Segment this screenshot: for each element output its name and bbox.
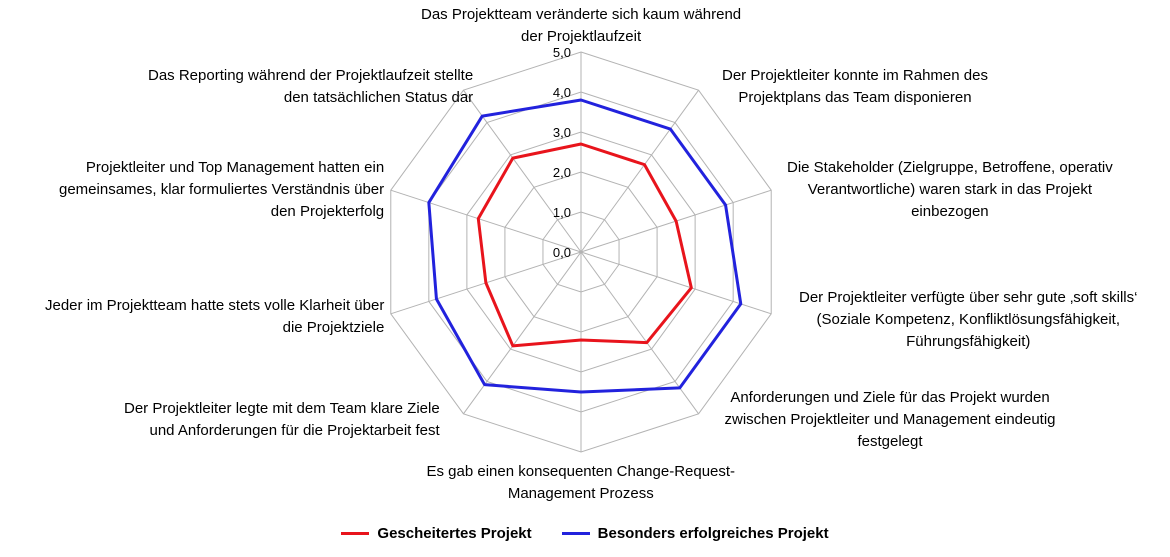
tick-label: 5,0 xyxy=(553,45,571,60)
category-label-line: den Projekterfolg xyxy=(270,203,385,220)
grid-spoke xyxy=(580,89,699,253)
legend-item-successful: Besonders erfolgreiches Projekt xyxy=(561,525,829,542)
grid-spoke xyxy=(463,251,582,415)
category-label-line: einbezogen xyxy=(911,203,989,220)
legend-swatch-failed xyxy=(341,532,370,535)
category-label: Das Reporting während der Projektlaufzei… xyxy=(148,65,473,109)
category-label-line: gemeinsames, klar formuliertes Verständn… xyxy=(59,181,385,198)
category-label-line: Management Prozess xyxy=(507,485,654,502)
radar-series xyxy=(427,98,743,394)
category-label-line: der Projektlaufzeit xyxy=(521,28,642,45)
tick-label: 3,0 xyxy=(553,125,571,140)
category-label-line: Das Projektteam veränderte sich kaum wäh… xyxy=(421,6,742,23)
tick-label: 0,0 xyxy=(553,245,571,260)
category-label: Jeder im Projektteam hatte stets volle K… xyxy=(45,295,384,339)
category-label-line: Jeder im Projektteam hatte stets volle K… xyxy=(45,297,385,314)
category-label: Das Projektteam veränderte sich kaum wäh… xyxy=(421,4,741,48)
legend: Gescheitertes Projekt Besonders erfolgre… xyxy=(0,525,1170,542)
category-label-line: Projektplans das Team disponieren xyxy=(738,89,972,106)
category-label-line: und Anforderungen für die Projektarbeit … xyxy=(149,422,440,439)
category-label-line: zwischen Projektleiter und Management ei… xyxy=(724,411,1056,428)
category-label-line: Es gab einen konsequenten Change-Request… xyxy=(426,463,736,480)
category-label: Es gab einen konsequenten Change-Request… xyxy=(427,461,736,505)
series-line-failed xyxy=(476,142,693,348)
category-label-line: (Soziale Kompetenz, Konfliktlösungsfähig… xyxy=(816,311,1120,328)
radial-tick-labels: 0,0 1,0 2,0 3,0 4,0 5,0 xyxy=(553,45,571,260)
category-label-line: festgelegt xyxy=(857,433,923,450)
category-label-line: Anforderungen und Ziele für das Projekt … xyxy=(730,389,1050,406)
grid-spoke xyxy=(390,189,582,253)
category-label: Der Projektleiter legte mit dem Team kla… xyxy=(124,398,440,442)
tick-label: 2,0 xyxy=(553,165,571,180)
category-label-line: Verantwortliche) waren stark in das Proj… xyxy=(807,181,1093,198)
category-label: Der Projektleiter verfügte über sehr gut… xyxy=(799,287,1137,353)
category-label-line: Führungsfähigkeit) xyxy=(906,333,1031,350)
legend-item-failed: Gescheitertes Projekt xyxy=(341,525,532,542)
tick-label: 1,0 xyxy=(553,205,571,220)
category-label-line: Der Projektleiter konnte im Rahmen des xyxy=(722,67,988,84)
legend-label-successful: Besonders erfolgreiches Projekt xyxy=(597,525,829,542)
category-label-line: die Projektziele xyxy=(282,319,385,336)
category-label: Projektleiter und Top Management hatten … xyxy=(59,157,384,223)
category-label: Die Stakeholder (Zielgruppe, Betroffene,… xyxy=(787,157,1113,223)
legend-swatch-successful xyxy=(561,532,590,535)
category-label-line: den tatsächlichen Status dar xyxy=(283,89,474,106)
category-label-line: Projektleiter und Top Management hatten … xyxy=(85,159,385,176)
category-label-line: Die Stakeholder (Zielgruppe, Betroffene,… xyxy=(787,159,1113,176)
category-label: Anforderungen und Ziele für das Projekt … xyxy=(725,387,1056,453)
category-label-line: Der Projektleiter verfügte über sehr gut… xyxy=(799,289,1138,306)
series-line-successful xyxy=(427,98,743,394)
category-label-line: Der Projektleiter legte mit dem Team kla… xyxy=(124,400,440,417)
legend-label-failed: Gescheitertes Projekt xyxy=(377,525,532,542)
category-label: Der Projektleiter konnte im Rahmen des Pr… xyxy=(722,65,988,109)
tick-label: 4,0 xyxy=(553,85,571,100)
category-label-line: Das Reporting während der Projektlaufzei… xyxy=(148,67,474,84)
